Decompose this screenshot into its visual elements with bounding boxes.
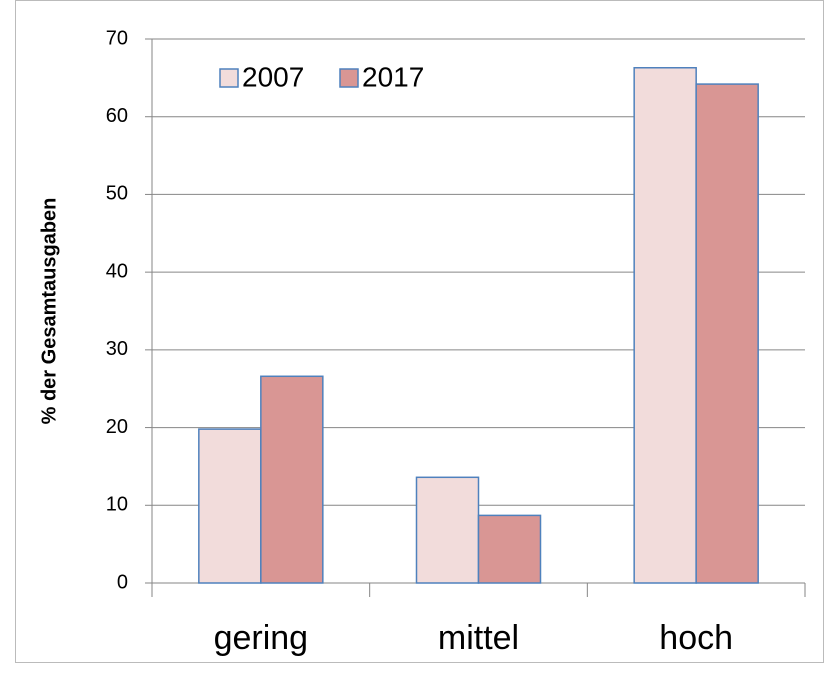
y-tick-label: 30 — [106, 338, 128, 360]
y-tick-label: 10 — [106, 494, 128, 516]
y-tick-label: 0 — [117, 571, 128, 593]
bar — [415, 476, 480, 584]
y-tick-label: 70 — [106, 27, 128, 49]
y-tick-label: 50 — [106, 183, 128, 205]
legend-label: 2007 — [242, 61, 304, 92]
y-tick-label: 20 — [106, 416, 128, 438]
x-tick-label: gering — [214, 619, 309, 657]
x-tick-label: mittel — [438, 619, 519, 657]
legend-swatch — [219, 68, 239, 88]
bar — [633, 67, 697, 584]
bar — [695, 83, 759, 584]
y-tick-label: 40 — [106, 260, 128, 282]
legend-swatch — [339, 68, 359, 88]
bar — [260, 375, 324, 584]
y-axis-title: % der Gesamtausgaben — [38, 198, 60, 425]
y-tick-label: 60 — [106, 105, 128, 127]
bar — [477, 514, 542, 584]
legend-label: 2017 — [362, 61, 424, 92]
x-tick-label: hoch — [659, 619, 733, 657]
bar — [198, 428, 262, 584]
